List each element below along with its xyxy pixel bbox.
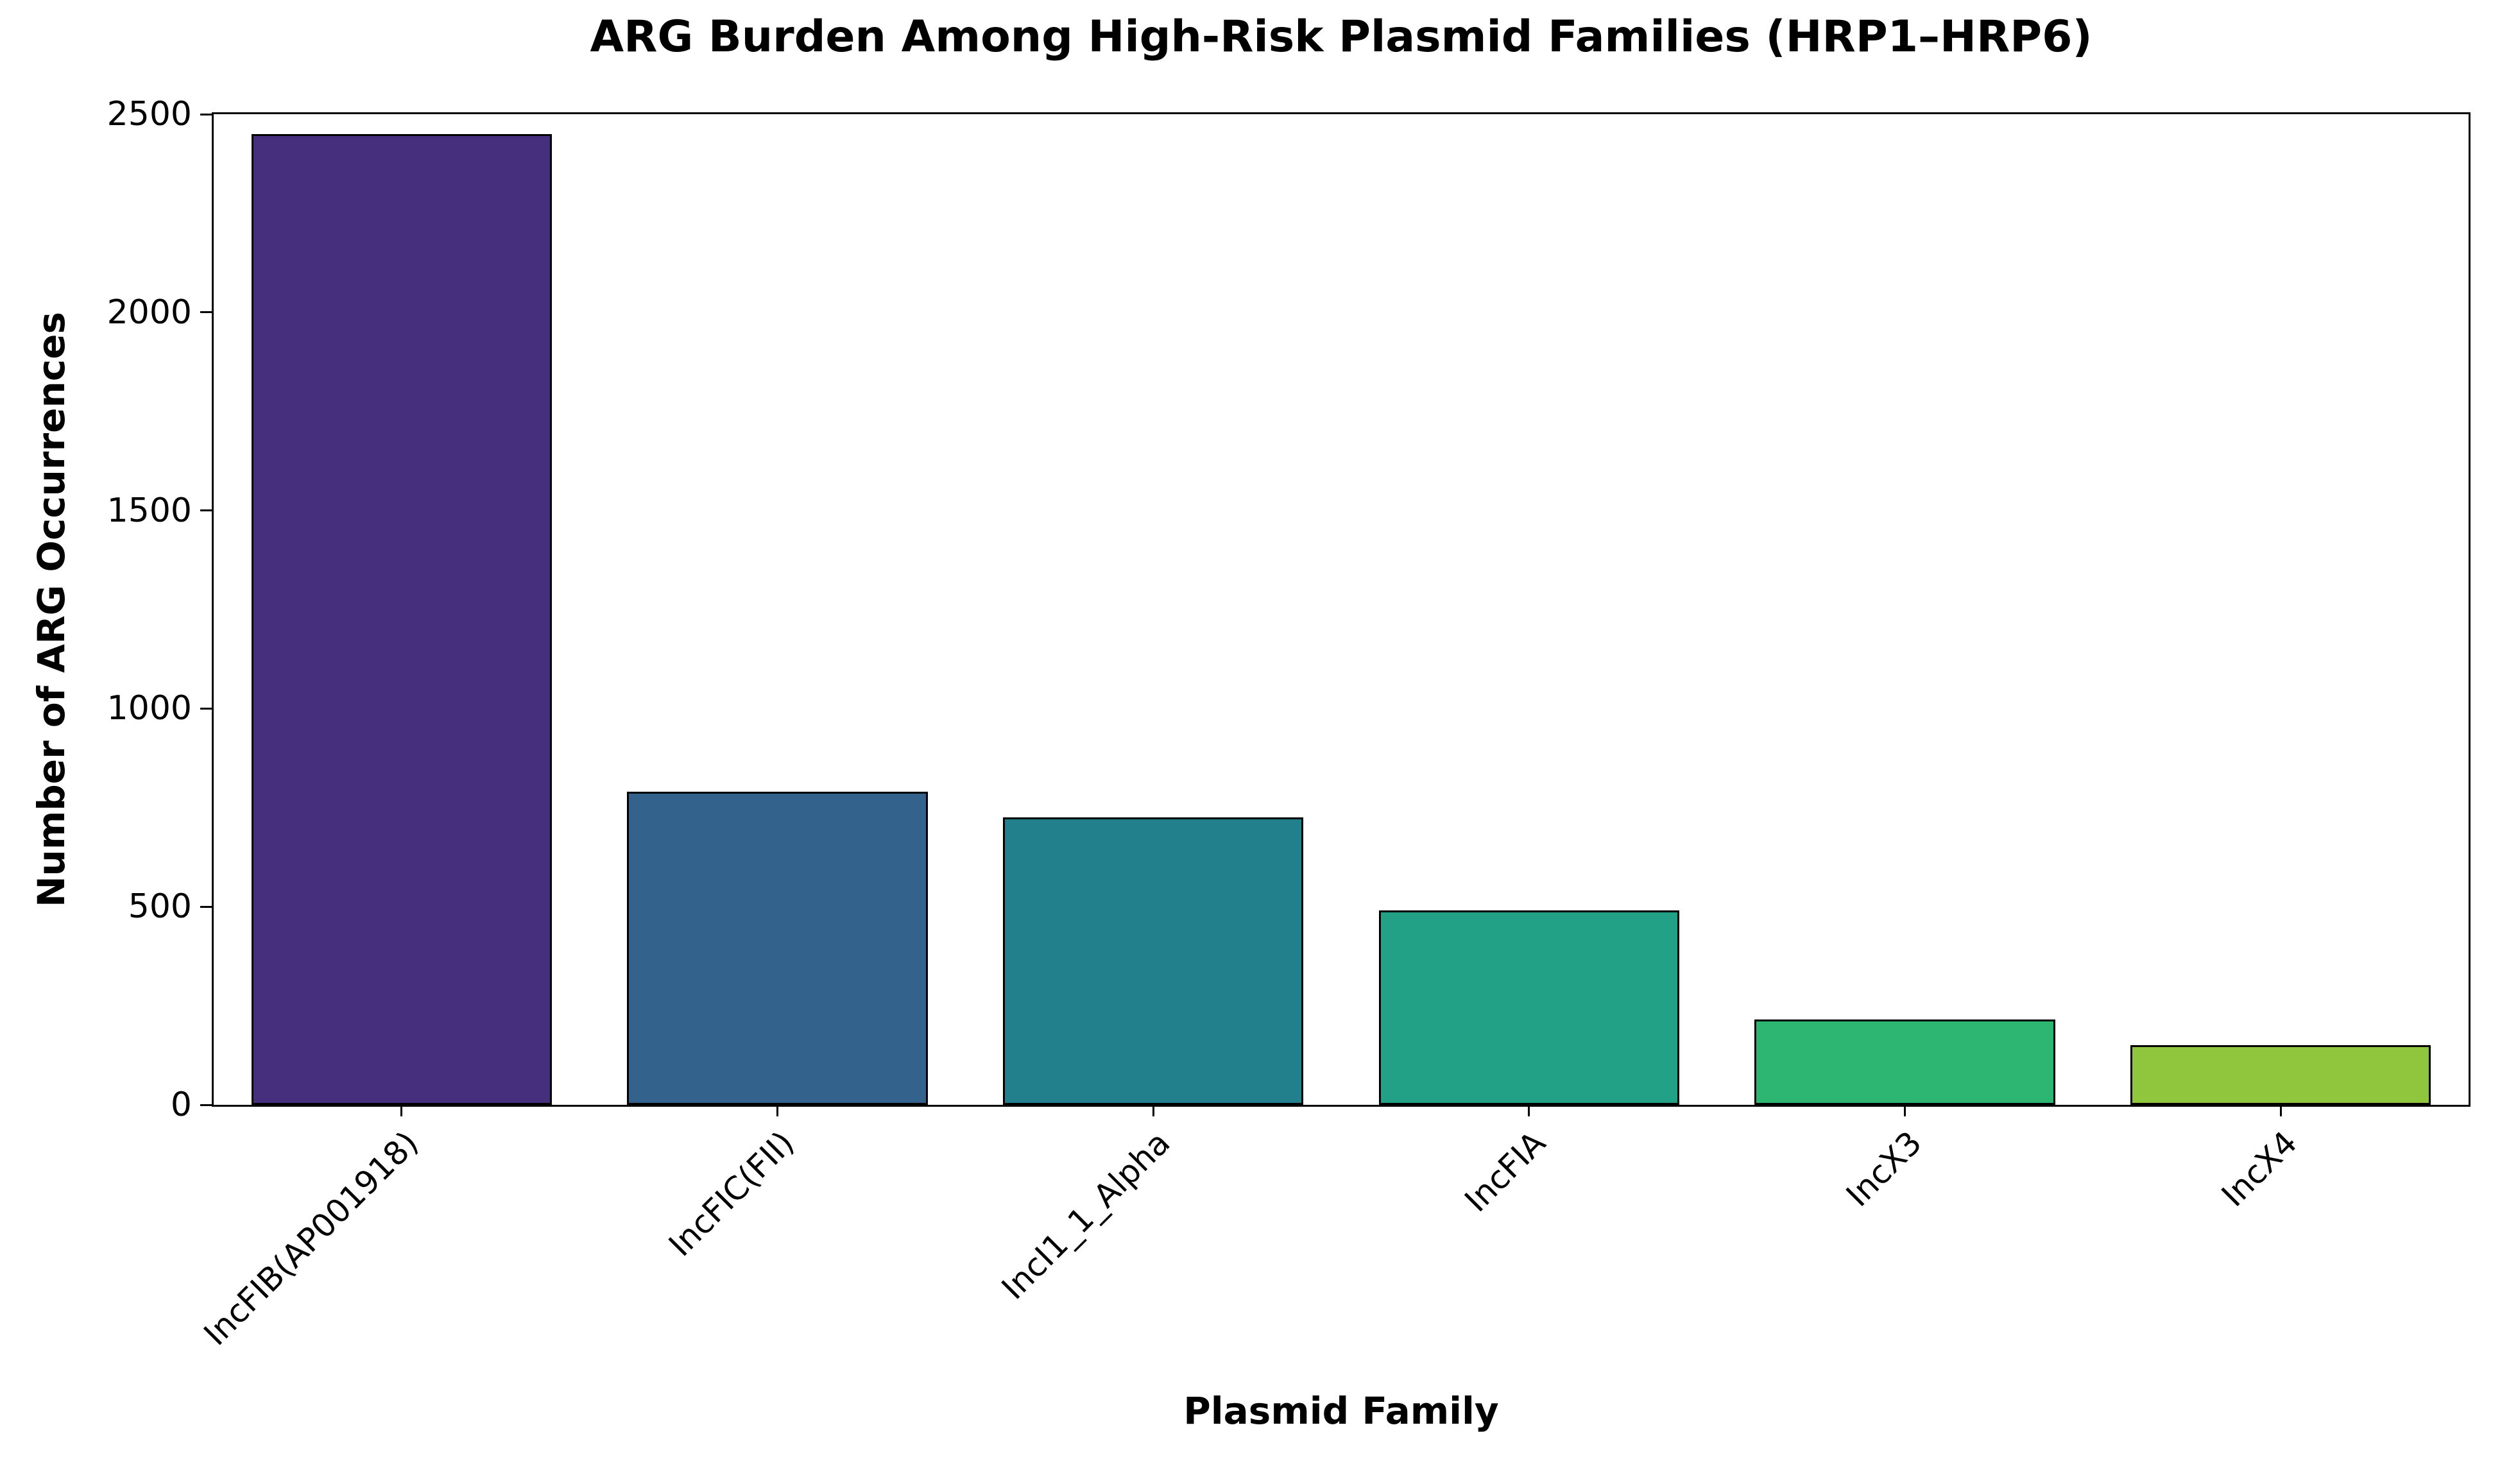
x-tick-mark: [2279, 1105, 2282, 1116]
bar-IncFIB(AP001918): [251, 133, 552, 1105]
y-axis-label: Number of ARG Occurrences: [30, 312, 73, 907]
bar-IncI1_1_Alpha: [1002, 817, 1304, 1105]
y-tick-mark: [200, 509, 212, 512]
x-tick-label: IncFIA: [1457, 1124, 1553, 1220]
x-tick-mark: [776, 1105, 778, 1116]
chart-title: ARG Burden Among High-Risk Plasmid Famil…: [590, 12, 2093, 62]
y-tick-label: 2500: [107, 95, 192, 133]
bar-IncX3: [1754, 1019, 2055, 1105]
y-tick-label: 1000: [107, 689, 192, 728]
x-tick-label: IncX4: [2214, 1124, 2305, 1215]
x-tick-mark: [1904, 1105, 1906, 1116]
bar-IncFIA: [1378, 910, 1680, 1105]
x-tick-mark: [400, 1105, 403, 1116]
y-tick-label: 500: [128, 887, 192, 926]
plot-area: IncFIB(AP001918) IncFIC(FII) IncI1_1_Alpha…: [107, 95, 2470, 1352]
x-tick-mark: [1528, 1105, 1530, 1116]
x-tick-label: IncFIC(FII): [661, 1124, 801, 1264]
y-tick-label: 0: [170, 1086, 192, 1124]
bar-IncX4: [2130, 1045, 2431, 1105]
x-tick-mark: [1152, 1105, 1154, 1116]
x-tick-label: IncI1_1_Alpha: [994, 1124, 1177, 1307]
x-tick-label: IncFIB(AP001918): [196, 1124, 425, 1353]
y-tick-mark: [200, 1104, 212, 1106]
bar-IncFIC(FII): [627, 792, 928, 1105]
y-tick-label: 1500: [107, 491, 192, 530]
y-tick-mark: [200, 311, 212, 314]
y-tick-mark: [200, 905, 212, 908]
x-axis-label: Plasmid Family: [1183, 1389, 1499, 1433]
x-tick-label: IncX3: [1838, 1124, 1929, 1215]
y-tick-mark: [200, 113, 212, 115]
y-tick-mark: [200, 707, 212, 710]
y-tick-label: 2000: [107, 293, 192, 332]
